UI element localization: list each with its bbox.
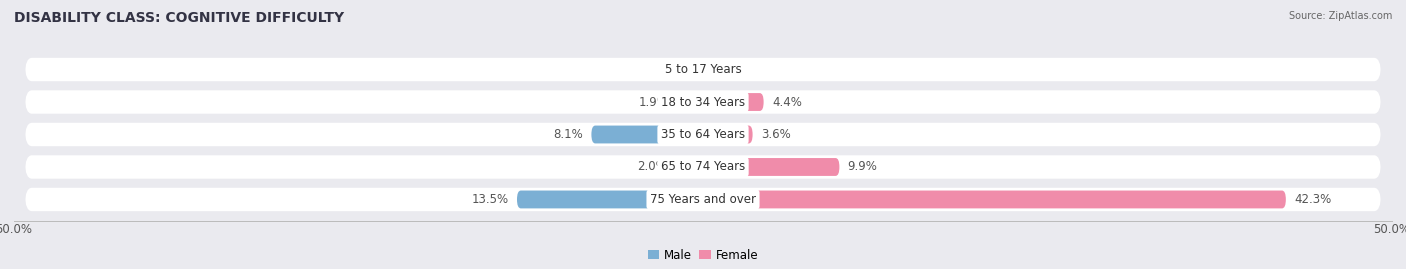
FancyBboxPatch shape — [703, 190, 1286, 208]
FancyBboxPatch shape — [517, 190, 703, 208]
Text: 65 to 74 Years: 65 to 74 Years — [661, 161, 745, 174]
Text: 9.9%: 9.9% — [848, 161, 877, 174]
FancyBboxPatch shape — [703, 158, 839, 176]
FancyBboxPatch shape — [675, 158, 703, 176]
Text: 42.3%: 42.3% — [1294, 193, 1331, 206]
Text: 5 to 17 Years: 5 to 17 Years — [665, 63, 741, 76]
FancyBboxPatch shape — [703, 93, 763, 111]
FancyBboxPatch shape — [703, 126, 752, 143]
Text: 18 to 34 Years: 18 to 34 Years — [661, 95, 745, 108]
Text: 13.5%: 13.5% — [471, 193, 509, 206]
Legend: Male, Female: Male, Female — [643, 244, 763, 266]
Text: 35 to 64 Years: 35 to 64 Years — [661, 128, 745, 141]
FancyBboxPatch shape — [592, 126, 703, 143]
Text: 75 Years and over: 75 Years and over — [650, 193, 756, 206]
Text: 0.0%: 0.0% — [665, 63, 695, 76]
Text: Source: ZipAtlas.com: Source: ZipAtlas.com — [1288, 11, 1392, 21]
Text: DISABILITY CLASS: COGNITIVE DIFFICULTY: DISABILITY CLASS: COGNITIVE DIFFICULTY — [14, 11, 344, 25]
FancyBboxPatch shape — [25, 188, 1381, 211]
Text: 1.9%: 1.9% — [638, 95, 669, 108]
FancyBboxPatch shape — [25, 155, 1381, 179]
Text: 8.1%: 8.1% — [554, 128, 583, 141]
Text: 2.0%: 2.0% — [637, 161, 668, 174]
FancyBboxPatch shape — [676, 93, 703, 111]
FancyBboxPatch shape — [25, 90, 1381, 114]
FancyBboxPatch shape — [25, 58, 1381, 81]
Text: 4.4%: 4.4% — [772, 95, 801, 108]
FancyBboxPatch shape — [25, 123, 1381, 146]
Text: 3.6%: 3.6% — [761, 128, 790, 141]
Text: 0.0%: 0.0% — [711, 63, 741, 76]
